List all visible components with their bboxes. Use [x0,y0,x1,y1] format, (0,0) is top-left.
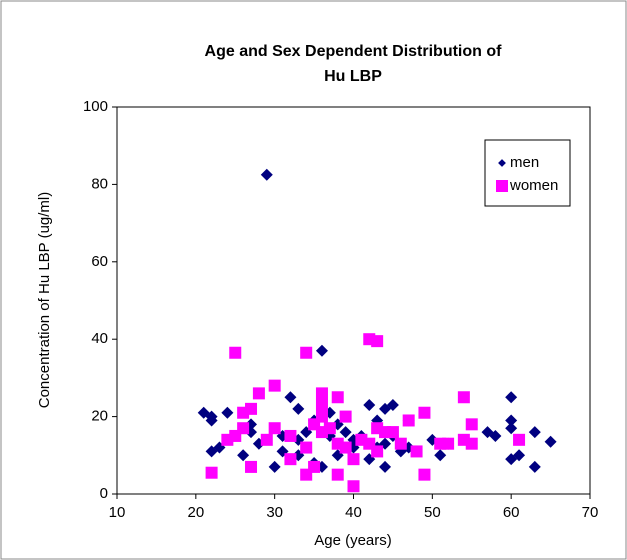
point [442,437,455,450]
point [339,410,352,423]
point [505,422,518,435]
x-tick-label: 70 [582,504,599,521]
point [528,426,541,439]
legend-box [484,139,571,207]
point [245,402,258,415]
point [418,406,431,419]
x-axis-label: Age (years) [314,532,392,549]
chart-title: Hu LBP [324,68,382,85]
point [205,466,218,479]
point [221,406,234,419]
point [544,435,557,448]
point [410,445,423,458]
point [505,453,518,466]
y-tick-label: 40 [91,330,108,347]
point [402,414,415,427]
legend-label: women [509,177,558,194]
point [379,460,392,473]
legend-label: men [510,154,539,171]
point [300,346,313,359]
point [528,460,541,473]
point [237,449,250,462]
x-tick-label: 10 [109,504,126,521]
chart-title: Age and Sex Dependent Distribution of [205,43,503,60]
y-axis-label: Concentration of Hu LBP (ug/ml) [36,192,53,409]
point [386,426,399,439]
y-tick-label: 20 [91,408,108,425]
point [394,437,407,450]
y-tick-label: 80 [91,175,108,192]
point [292,402,305,415]
point [418,468,431,481]
point [386,398,399,411]
point [339,441,352,454]
point [513,449,526,462]
point [315,398,328,411]
x-tick-label: 40 [345,504,362,521]
point [434,449,447,462]
y-tick-label: 100 [83,98,108,115]
point [229,346,242,359]
point [465,418,478,431]
y-tick-label: 60 [91,253,108,270]
point [457,391,470,404]
point [205,414,218,427]
point [245,460,258,473]
point [315,410,328,423]
point [339,426,352,439]
point [465,437,478,450]
point [284,391,297,404]
x-tick-label: 60 [503,504,520,521]
point [284,453,297,466]
point [268,379,281,392]
point [323,422,336,435]
point [505,391,518,404]
point [331,391,344,404]
point [347,453,360,466]
x-tick-label: 20 [187,504,204,521]
point [268,422,281,435]
point [315,387,328,400]
legend-marker [496,180,508,192]
point [260,168,273,181]
x-tick-label: 50 [424,504,441,521]
point [308,460,321,473]
point [331,468,344,481]
point [237,422,250,435]
point [284,429,297,442]
y-tick-label: 0 [100,485,108,502]
point [300,441,313,454]
point [505,414,518,427]
x-tick-label: 30 [266,504,283,521]
point [371,335,384,348]
point [260,433,273,446]
point [315,344,328,357]
point [347,480,360,493]
point [489,429,502,442]
point [363,398,376,411]
point [252,387,265,400]
point [268,460,281,473]
point [371,445,384,458]
point [513,433,526,446]
